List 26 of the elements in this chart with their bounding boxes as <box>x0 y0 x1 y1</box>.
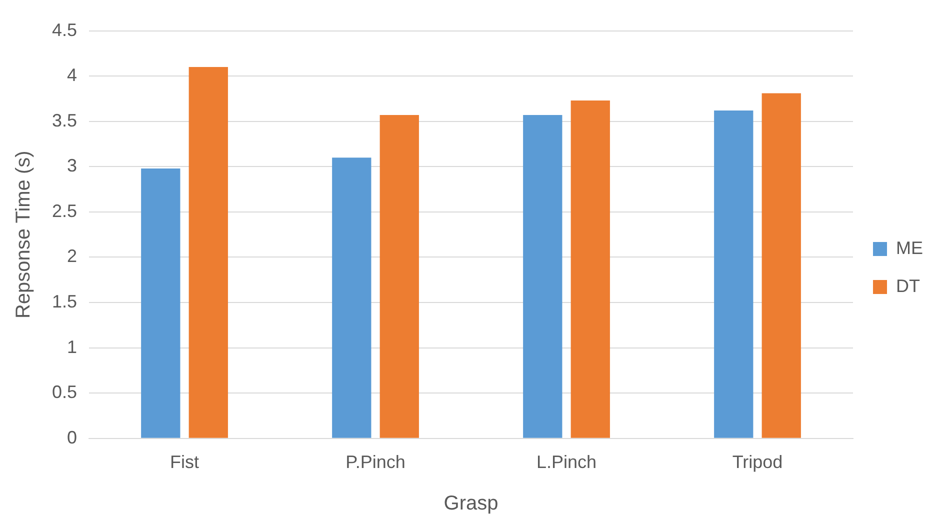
y-tick-label: 3.5 <box>52 110 78 130</box>
bar <box>380 115 419 438</box>
y-tick-label: 0.5 <box>52 382 78 402</box>
x-tick-label: P.Pinch <box>346 452 406 472</box>
y-tick-label: 3 <box>67 156 78 176</box>
y-tick-label: 4.5 <box>52 20 78 40</box>
y-tick-label: 1 <box>67 336 78 357</box>
bar <box>188 67 228 438</box>
x-tick-label: Fist <box>170 452 200 472</box>
bar <box>332 158 372 438</box>
x-axis-title: Grasp <box>444 492 498 515</box>
x-tick-label: Tripod <box>732 452 783 472</box>
y-tick-label: 4 <box>67 65 78 86</box>
y-tick-label: 2.5 <box>52 200 78 221</box>
y-tick-label: 0 <box>67 427 78 448</box>
bar <box>523 115 562 438</box>
legend-label: ME <box>896 238 923 258</box>
legend-label: DT <box>896 276 920 296</box>
bar <box>762 93 801 438</box>
y-tick-label: 1.5 <box>52 292 78 312</box>
bar <box>141 168 180 438</box>
bar <box>570 100 610 438</box>
y-axis-title: Repsonse Time (s) <box>12 150 35 319</box>
y-tick-label: 2 <box>67 246 78 266</box>
bar <box>714 110 754 438</box>
x-tick-label: L.Pinch <box>536 452 597 472</box>
